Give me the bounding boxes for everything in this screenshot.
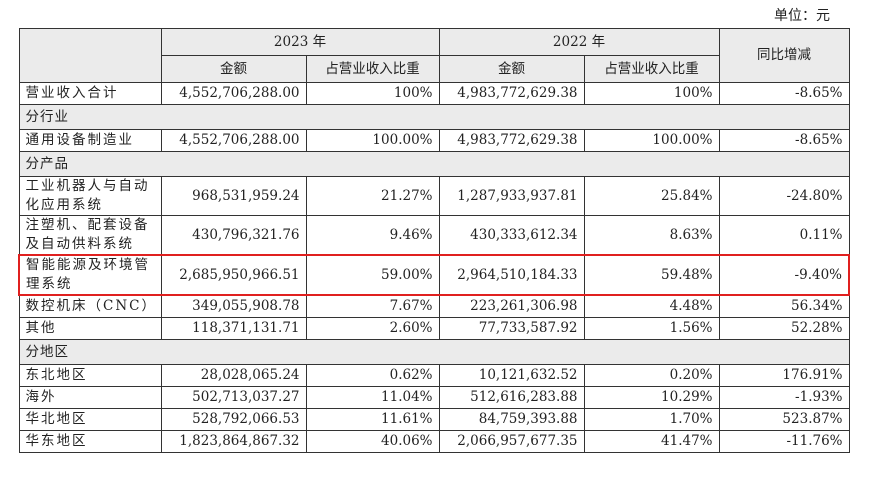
value-cell: -8.65% bbox=[718, 82, 850, 105]
value-cell: 100% bbox=[305, 82, 440, 105]
value-cell: 512,616,283.88 bbox=[438, 386, 585, 409]
value-cell: 25.84% bbox=[583, 176, 720, 216]
table-row: 海外 502,713,037.27 11.04% 512,616,283.88 10.2… bbox=[18, 386, 850, 409]
value-cell: 59.00% bbox=[305, 254, 440, 296]
header-cell: 金额 bbox=[160, 55, 307, 83]
table-row: 数控机床（CNC） 349,055,908.78 7.67% 223,261,306.… bbox=[18, 294, 850, 318]
value-cell: 4,552,706,288.00 bbox=[160, 82, 307, 105]
value-cell: 2.60% bbox=[305, 317, 440, 340]
header-cell: 2022 年 bbox=[438, 28, 720, 56]
value-cell: 2,964,510,184.33 bbox=[438, 254, 585, 296]
value-cell: 9.46% bbox=[305, 215, 440, 256]
table-row: 分地区 bbox=[18, 339, 850, 365]
header-cell: 金额 bbox=[438, 55, 585, 83]
value-cell: 100.00% bbox=[583, 129, 720, 152]
value-cell: 56.34% bbox=[718, 294, 850, 318]
row-label: 华北地区 bbox=[18, 408, 162, 431]
value-cell: 502,713,037.27 bbox=[160, 386, 307, 409]
value-cell: -8.65% bbox=[718, 129, 850, 152]
value-cell: 349,055,908.78 bbox=[160, 294, 307, 318]
value-cell: 100.00% bbox=[305, 129, 440, 152]
section-cell: 分地区 bbox=[18, 339, 850, 365]
value-cell: 523.87% bbox=[718, 408, 850, 431]
value-cell: 528,792,066.53 bbox=[160, 408, 307, 431]
table-row: 通用设备制造业 4,552,706,288.00 100.00% 4,983,772,… bbox=[18, 129, 850, 152]
value-cell: 430,333,612.34 bbox=[438, 215, 585, 256]
value-cell: -9.40% bbox=[718, 254, 850, 296]
value-cell: 4,983,772,629.38 bbox=[438, 82, 585, 105]
value-cell: -11.76% bbox=[718, 430, 850, 453]
value-cell: 2,685,950,966.51 bbox=[160, 254, 307, 296]
row-label: 数控机床（CNC） bbox=[18, 294, 162, 318]
value-cell: 118,371,131.71 bbox=[160, 317, 307, 340]
value-cell: 21.27% bbox=[305, 176, 440, 216]
value-cell: 11.04% bbox=[305, 386, 440, 409]
value-cell: 1,287,933,937.81 bbox=[438, 176, 585, 216]
value-cell: 77,733,587.92 bbox=[438, 317, 585, 340]
value-cell: 40.06% bbox=[305, 430, 440, 453]
value-cell: 84,759,393.88 bbox=[438, 408, 585, 431]
value-cell: -1.93% bbox=[718, 386, 850, 409]
row-label: 其他 bbox=[18, 317, 162, 340]
value-cell: 223,261,306.98 bbox=[438, 294, 585, 318]
value-cell: 100% bbox=[583, 82, 720, 105]
value-cell: 0.20% bbox=[583, 364, 720, 387]
value-cell: 1.56% bbox=[583, 317, 720, 340]
value-cell: 10,121,632.52 bbox=[438, 364, 585, 387]
row-label: 东北地区 bbox=[18, 364, 162, 387]
row-label: 营业收入合计 bbox=[18, 82, 162, 105]
header-row: 2023 年 2022 年 同比增减 bbox=[18, 28, 850, 83]
row-label: 通用设备制造业 bbox=[18, 129, 162, 152]
value-cell: 0.11% bbox=[718, 215, 850, 256]
table-row: 营业收入合计 4,552,706,288.00 100% 4,983,772,629.… bbox=[18, 82, 850, 105]
value-cell: 28,028,065.24 bbox=[160, 364, 307, 387]
value-cell: 176.91% bbox=[718, 364, 850, 387]
section-cell: 分产品 bbox=[18, 151, 850, 177]
table-row: 其他 118,371,131.71 2.60% 77,733,587.92 1.56% 5… bbox=[18, 317, 850, 340]
value-cell: 968,531,959.24 bbox=[160, 176, 307, 216]
row-label: 海外 bbox=[18, 386, 162, 409]
table-row: 注塑机、配套设备及自动供料系统 430,796,321.76 9.46% 430,33… bbox=[18, 215, 850, 256]
header-cell: 2023 年 bbox=[160, 28, 440, 56]
header-cell bbox=[18, 28, 162, 83]
unit-label: 单位：元 bbox=[774, 8, 830, 24]
header-cell: 同比增减 bbox=[718, 28, 850, 83]
value-cell: 1.70% bbox=[583, 408, 720, 431]
table-row: 智能能源及环境管理系统 2,685,950,966.51 59.00% 2,964,5… bbox=[18, 254, 850, 296]
header-cell: 占营业收入比重 bbox=[305, 55, 440, 83]
header-row: 金额 占营业收入比重 金额 占营业收入比重 bbox=[19, 55, 849, 83]
value-cell: 52.28% bbox=[718, 317, 850, 340]
row-label: 华东地区 bbox=[18, 430, 162, 453]
value-cell: 2,066,957,677.35 bbox=[438, 430, 585, 453]
row-label: 注塑机、配套设备及自动供料系统 bbox=[18, 215, 162, 256]
value-cell: 430,796,321.76 bbox=[160, 215, 307, 256]
value-cell: 8.63% bbox=[583, 215, 720, 256]
row-label: 工业机器人与自动化应用系统 bbox=[18, 176, 162, 216]
table-row: 分行业 bbox=[18, 104, 850, 130]
revenue-table: 2023 年 2022 年 同比增减 金额 占营业收入比重 金额 占营业收入比重… bbox=[18, 28, 850, 453]
value-cell: 11.61% bbox=[305, 408, 440, 431]
section-cell: 分行业 bbox=[18, 104, 850, 130]
value-cell: 4,552,706,288.00 bbox=[160, 129, 307, 152]
value-cell: 7.67% bbox=[305, 294, 440, 318]
table-row: 工业机器人与自动化应用系统 968,531,959.24 21.27% 1,287,9… bbox=[18, 176, 850, 216]
value-cell: 1,823,864,867.32 bbox=[160, 430, 307, 453]
value-cell: 41.47% bbox=[583, 430, 720, 453]
table-row: 分产品 bbox=[18, 151, 850, 177]
header-cell: 占营业收入比重 bbox=[583, 55, 720, 83]
row-label: 智能能源及环境管理系统 bbox=[18, 254, 162, 296]
table-row: 华东地区 1,823,864,867.32 40.06% 2,066,957,677.… bbox=[18, 430, 850, 453]
value-cell: 4,983,772,629.38 bbox=[438, 129, 585, 152]
value-cell: 10.29% bbox=[583, 386, 720, 409]
value-cell: 0.62% bbox=[305, 364, 440, 387]
table-row: 东北地区 28,028,065.24 0.62% 10,121,632.52 0.20%… bbox=[18, 364, 850, 387]
table-row: 华北地区 528,792,066.53 11.61% 84,759,393.88 1.7… bbox=[18, 408, 850, 431]
value-cell: 59.48% bbox=[583, 254, 720, 296]
value-cell: 4.48% bbox=[583, 294, 720, 318]
value-cell: -24.80% bbox=[718, 176, 850, 216]
